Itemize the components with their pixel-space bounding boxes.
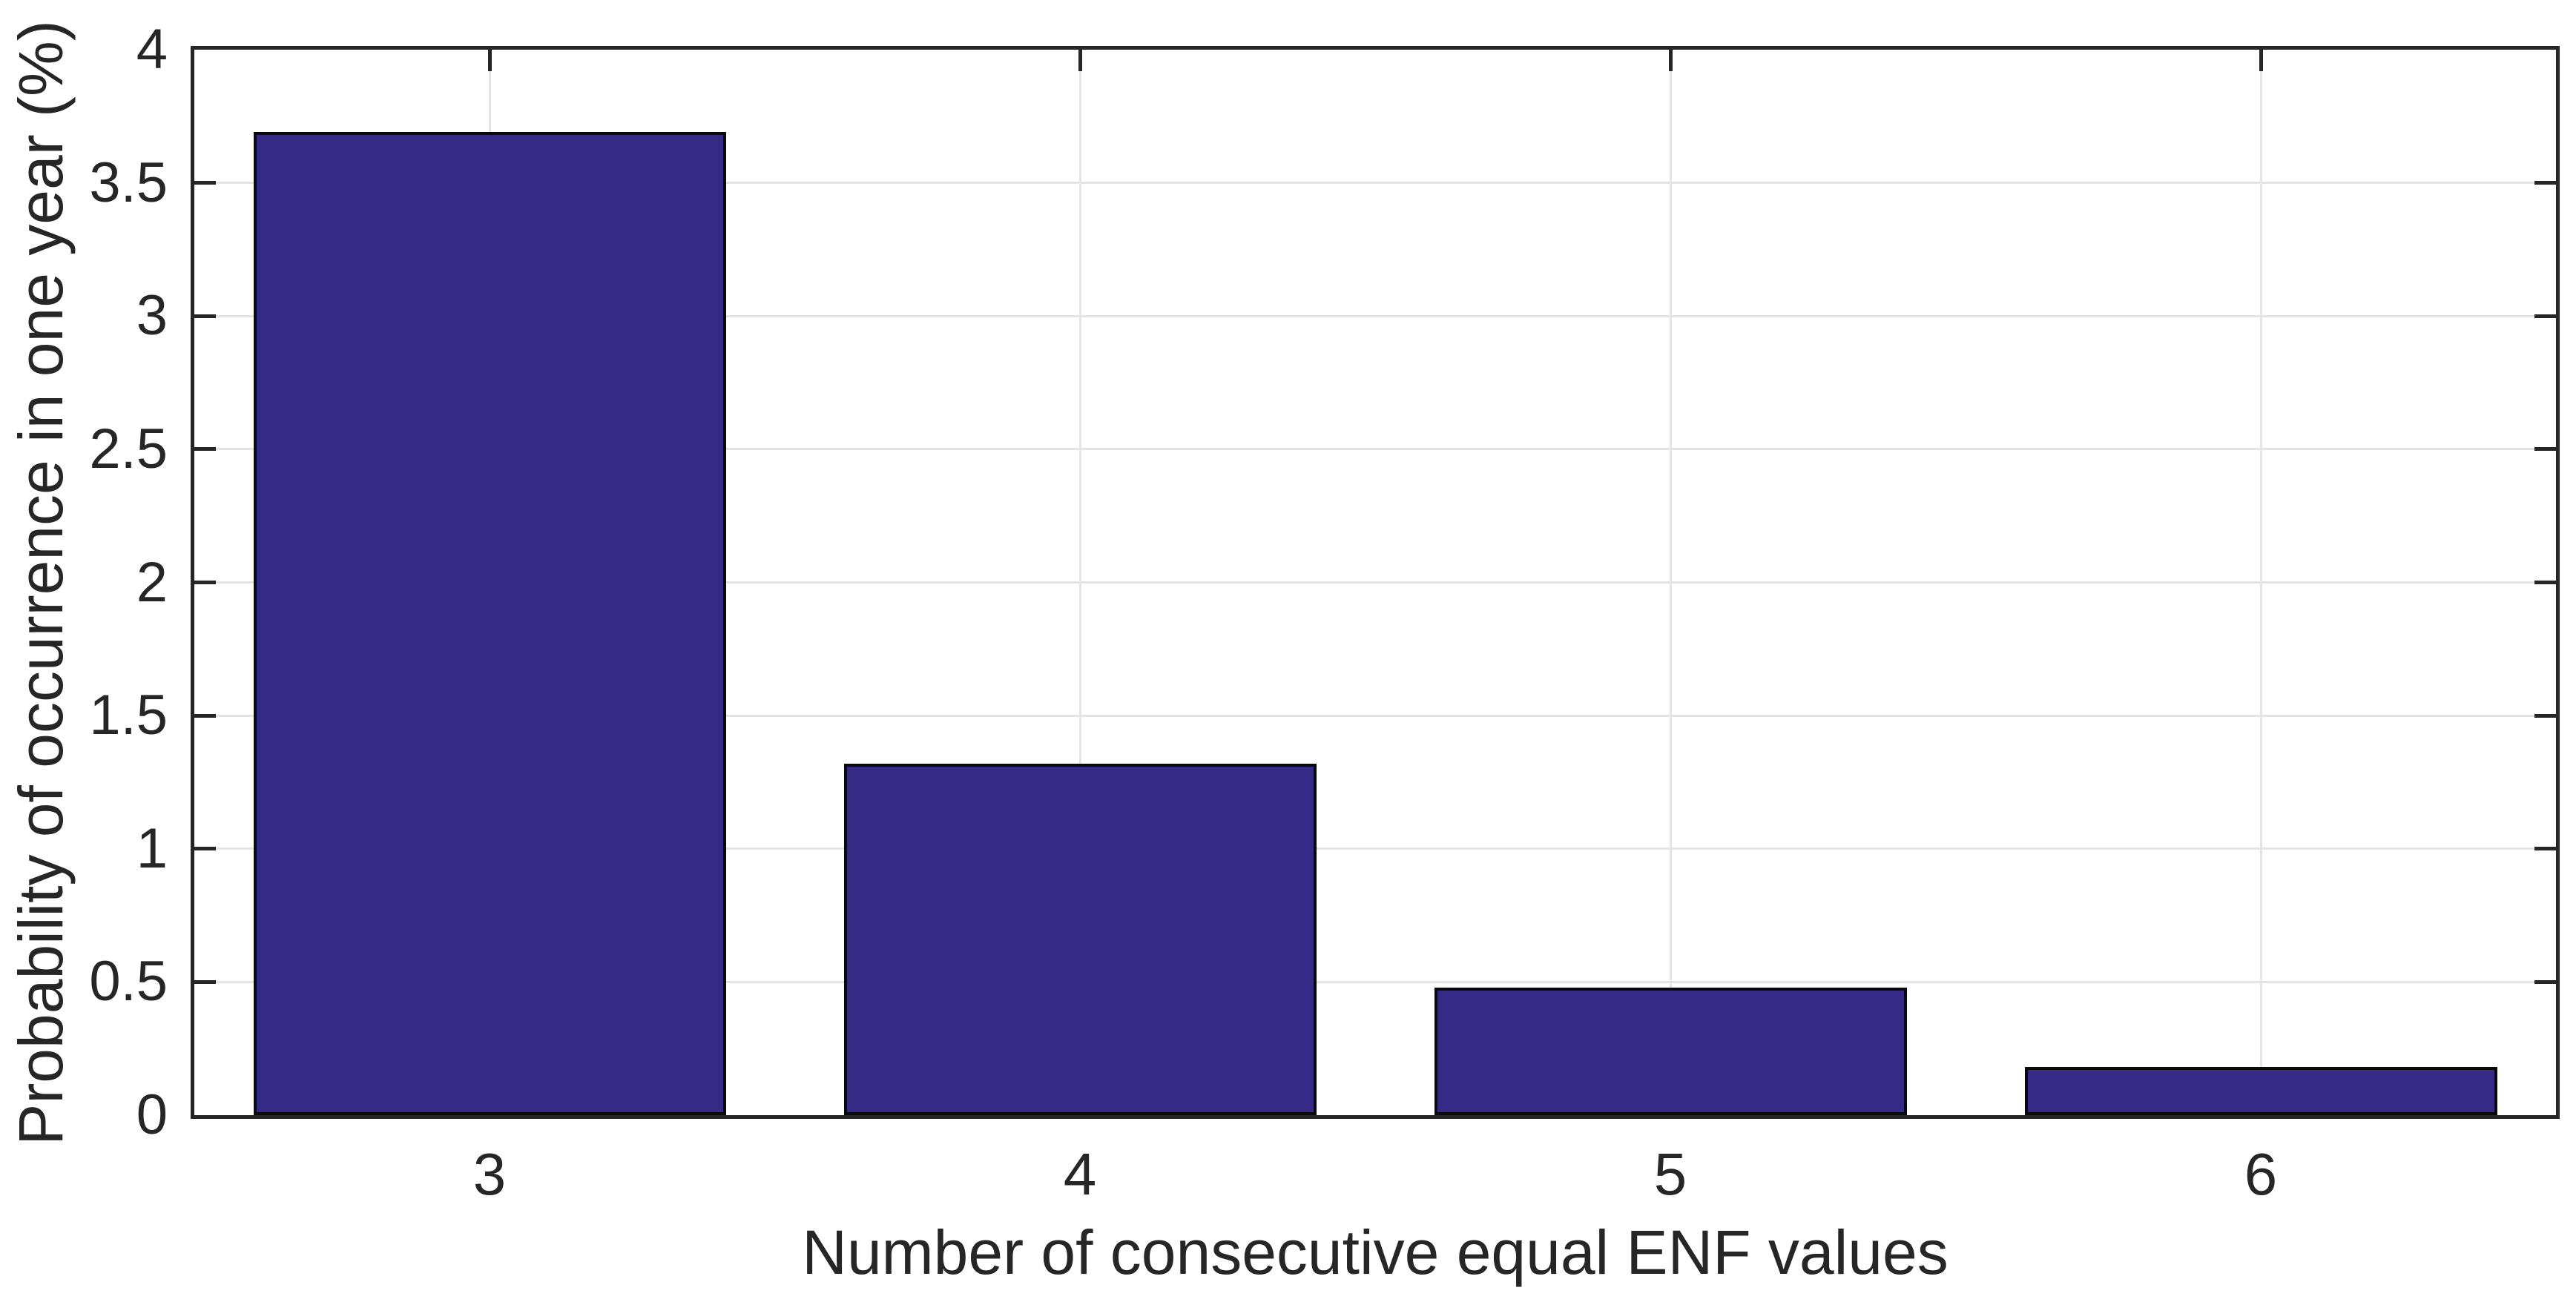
y-tick-label: 1 xyxy=(136,817,168,880)
y-tick-left xyxy=(194,979,216,984)
y-gridline xyxy=(194,714,2556,717)
bar xyxy=(1434,988,1907,1115)
y-tick-label: 3 xyxy=(136,284,168,347)
y-tick-left xyxy=(194,181,216,185)
x-tick-top xyxy=(2259,50,2263,71)
x-tick-label: 4 xyxy=(1063,1141,1097,1207)
x-tick-label: 5 xyxy=(1653,1141,1687,1207)
y-tick-left xyxy=(194,581,216,584)
bar xyxy=(254,132,726,1115)
x-tick-label: 3 xyxy=(472,1141,507,1207)
x-tick-top xyxy=(487,50,492,71)
y-tick-label: 2 xyxy=(136,551,168,614)
x-axis-title: Number of consecutive equal ENF values xyxy=(802,1217,1949,1287)
y-tick-label: 4 xyxy=(136,18,168,81)
y-gridline xyxy=(194,182,2556,185)
y-tick-right xyxy=(2534,713,2556,718)
y-tick-right xyxy=(2534,979,2556,984)
bar xyxy=(844,764,1317,1115)
x-tick-top xyxy=(1668,50,1673,71)
y-tick-right xyxy=(2534,181,2556,185)
y-tick-label: 0.5 xyxy=(89,950,168,1013)
bar xyxy=(2025,1067,2497,1115)
y-gridline xyxy=(194,581,2556,584)
y-tick-left xyxy=(194,847,216,851)
y-gridline xyxy=(194,847,2556,850)
y-gridline xyxy=(194,448,2556,451)
y-tick-left xyxy=(194,713,216,718)
x-gridline xyxy=(1669,50,1672,1115)
y-tick-label: 0 xyxy=(136,1083,168,1146)
y-gridline xyxy=(194,314,2556,317)
x-gridline xyxy=(2259,50,2262,1115)
y-tick-left xyxy=(194,314,216,318)
plot-area xyxy=(191,46,2560,1119)
y-gridline xyxy=(194,980,2556,983)
plot-inner xyxy=(194,50,2556,1115)
y-tick-right xyxy=(2534,447,2556,452)
y-tick-right xyxy=(2534,847,2556,851)
x-tick-label: 6 xyxy=(2244,1141,2278,1207)
y-tick-label: 3.5 xyxy=(89,151,168,214)
x-gridline xyxy=(1078,50,1081,1115)
y-axis-title: Probability of occurrence in one year (%… xyxy=(6,20,76,1146)
y-tick-right xyxy=(2534,314,2556,318)
x-tick-top xyxy=(1078,50,1082,71)
y-tick-left xyxy=(194,447,216,452)
y-tick-label: 1.5 xyxy=(89,684,168,747)
y-tick-label: 2.5 xyxy=(89,417,168,480)
y-tick-right xyxy=(2534,581,2556,584)
